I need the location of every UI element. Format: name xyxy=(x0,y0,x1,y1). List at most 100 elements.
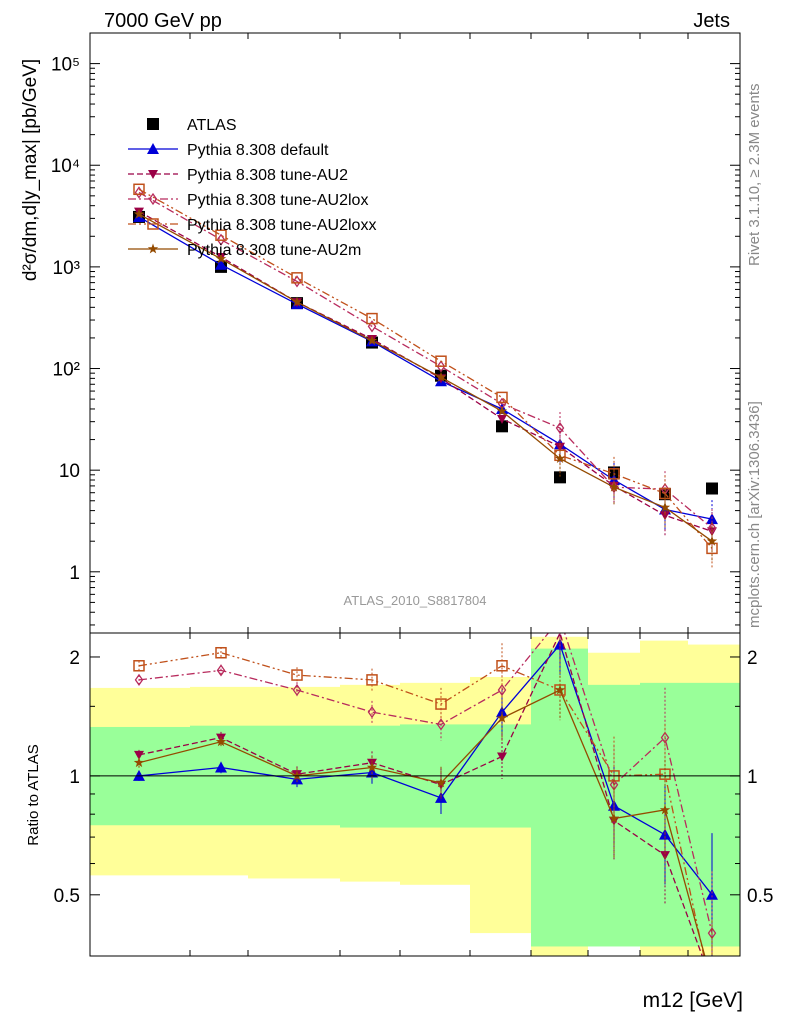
legend: ATLAS Pythia 8.308 default Pythia 8.308 tu… xyxy=(128,117,376,259)
ratio-point-s5-2 xyxy=(215,736,227,747)
point-s4-4 xyxy=(366,312,378,325)
ratio-point-s3-2 xyxy=(216,664,226,677)
legend-marker-0 xyxy=(147,118,159,130)
point-s5-7 xyxy=(554,453,566,463)
rtick-label-left-0: 0.5 xyxy=(54,886,80,907)
legend-label-3: Pythia 8.308 tune-AU2lox xyxy=(187,192,368,209)
y-axis-label: d²σ/dm,d|y_max| [pb/GeV] xyxy=(20,59,41,281)
ratio-line-s1 xyxy=(138,643,713,896)
point-s5-5 xyxy=(435,371,447,382)
legend-label-4: Pythia 8.308 tune-AU2loxx xyxy=(187,217,376,234)
ratio-point-s3-9 xyxy=(660,731,670,744)
point-s5-10 xyxy=(706,535,718,546)
rtick-label-right-0: 0.5 xyxy=(747,886,773,907)
axis-ticks: 1 10 10² 10³ 10⁴ 10⁵ 0.5 0.5 1 1 2 2 d²σ/dm,d|y_max|… xyxy=(20,33,773,1012)
legend-label-1: Pythia 8.308 default xyxy=(187,142,329,159)
point-s2-9 xyxy=(660,511,670,521)
point-s3-7 xyxy=(555,421,565,435)
point-s5-8 xyxy=(608,481,620,492)
watermark: ATLAS_2010_S8817804 xyxy=(344,593,487,608)
point-s4-3 xyxy=(291,272,303,284)
ratio-point-s5-4 xyxy=(366,762,378,772)
line-s2 xyxy=(138,211,713,533)
ratio-point-s3-5 xyxy=(436,718,446,731)
header-right: Jets xyxy=(693,10,730,32)
legend-marker-5 xyxy=(147,243,159,254)
ratio-point-s3-6 xyxy=(497,683,507,697)
ratio-point-s5-5 xyxy=(435,777,447,788)
ratio-axis-label: Ratio to ATLAS xyxy=(25,744,42,845)
ratio-point-s5-9 xyxy=(659,804,671,815)
rtick-label-left-1: 1 xyxy=(69,767,80,788)
point-s5-4 xyxy=(366,335,378,346)
legend-label-2: Pythia 8.308 tune-AU2 xyxy=(187,167,348,184)
line-s5 xyxy=(138,213,713,542)
ratio-point-s5-6 xyxy=(496,712,508,723)
legend-label-0: ATLAS xyxy=(187,117,237,134)
ratio-point-s2-8 xyxy=(609,816,619,826)
ratio-line-s4 xyxy=(138,652,705,956)
point-s4-6 xyxy=(496,391,508,404)
ratio-point-s2-6 xyxy=(497,752,507,762)
green-band-10 xyxy=(688,682,740,947)
ratio-point-s3-3 xyxy=(292,683,302,697)
rtick-label-right-1: 1 xyxy=(747,767,758,788)
ratio-point-s4-5 xyxy=(435,698,447,710)
ratio-point-s5-1 xyxy=(133,757,145,768)
ratio-point-s4-1 xyxy=(133,660,145,672)
ratio-point-s1-10 xyxy=(706,888,718,900)
plot-frames xyxy=(89,32,741,957)
legend-label-5: Pythia 8.308 tune-AU2m xyxy=(187,242,361,259)
point-s5-2 xyxy=(215,253,227,264)
ratio-point-s2-9 xyxy=(660,851,670,861)
rtick-label-right-2: 2 xyxy=(747,648,758,669)
ytick-label-0: 1 xyxy=(69,563,80,584)
ratio-point-s3-1 xyxy=(134,673,144,687)
ratio-point-s2-1 xyxy=(134,750,144,760)
point-s5-3 xyxy=(291,296,303,307)
point-s0-7 xyxy=(554,471,566,484)
ytick-label-5: 10⁵ xyxy=(51,55,80,76)
legend-marker-2 xyxy=(148,170,158,179)
ratio-point-s5-7 xyxy=(554,684,566,695)
point-s3-2 xyxy=(216,233,226,246)
point-s4-5 xyxy=(435,355,447,367)
ratio-point-s3-4 xyxy=(367,706,377,719)
point-s0-10 xyxy=(706,482,718,495)
point-s0-6 xyxy=(496,420,508,433)
ytick-label-2: 10² xyxy=(53,360,80,381)
source-label: mcplots.cern.ch [arXiv:1306.3436] xyxy=(746,401,763,628)
main-plot-series xyxy=(133,183,718,570)
legend-marker-3 xyxy=(148,192,158,206)
ytick-label-3: 10³ xyxy=(53,258,80,279)
ratio-frame xyxy=(89,632,741,957)
ratio-point-s4-6 xyxy=(496,660,508,672)
ytick-label-4: 10⁴ xyxy=(51,156,80,177)
line-s1 xyxy=(138,216,713,520)
legend-marker-4 xyxy=(147,218,159,230)
ytick-label-1: 10 xyxy=(59,461,80,482)
ratio-uncertainty-bands xyxy=(90,636,740,956)
rtick-label-left-2: 2 xyxy=(69,648,80,669)
point-s2-6 xyxy=(497,414,507,424)
ratio-point-s5-3 xyxy=(291,770,303,781)
ratio-point-s4-4 xyxy=(366,674,378,686)
point-s3-5 xyxy=(436,360,446,373)
ratio-point-s4-3 xyxy=(291,669,303,681)
ratio-line-s5 xyxy=(138,689,706,956)
point-s4-2 xyxy=(215,229,227,241)
point-s3-4 xyxy=(367,320,377,333)
ratio-point-s1-2 xyxy=(215,761,227,773)
point-s1-2 xyxy=(215,258,227,270)
point-s5-9 xyxy=(659,501,671,512)
point-s3-10 xyxy=(707,521,717,535)
point-s5-6 xyxy=(496,405,508,416)
ratio-point-s4-2 xyxy=(215,646,227,659)
header-left: 7000 GeV pp xyxy=(104,10,222,32)
rivet-label: Rivet 3.1.10, ≥ 2.3M events xyxy=(746,83,763,267)
ratio-point-s5-8 xyxy=(608,813,620,823)
point-s5-1 xyxy=(133,208,145,219)
green-band-9 xyxy=(640,682,688,947)
x-axis-label: m12 [GeV] xyxy=(643,989,743,1012)
